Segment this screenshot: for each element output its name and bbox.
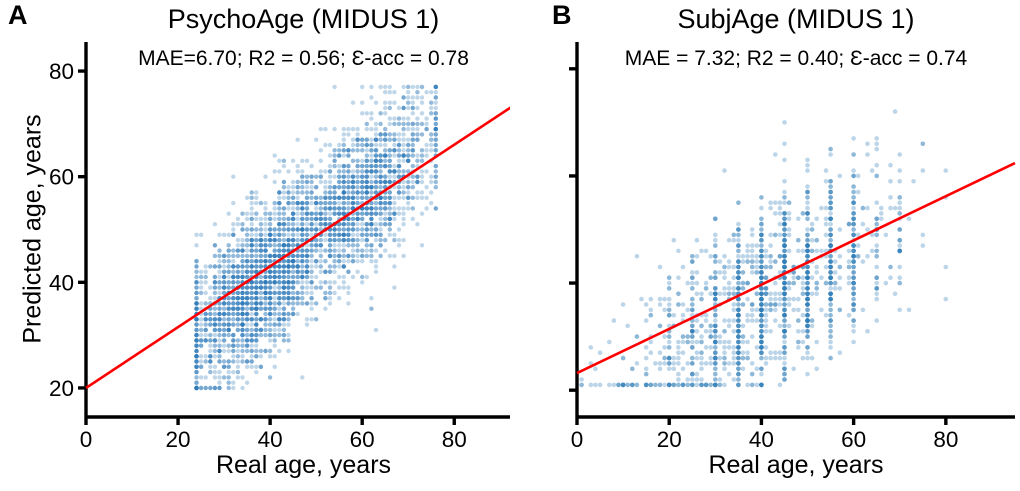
x-tick-label: 0 bbox=[571, 427, 584, 452]
panel-a-scatter-chart: 0 20 40 60 80 20 40 60 80 bbox=[49, 42, 510, 452]
y-tick-label: 40 bbox=[49, 270, 74, 295]
scatter-points bbox=[579, 109, 949, 388]
panel-a: A PsychoAge (MIDUS 1) MAE=6.70; R2 = 0.5… bbox=[8, 0, 510, 479]
regression-line bbox=[85, 106, 510, 390]
panel-b-title: SubjAge (MIDUS 1) bbox=[677, 4, 915, 34]
panel-b-stats-line: MAE = 7.32; R2 = 0.40; Ɛ-acc = 0.74 bbox=[624, 47, 968, 70]
y-tick-label: 80 bbox=[49, 59, 74, 84]
panel-b-scatter-chart: 0 20 40 60 80 bbox=[569, 42, 1016, 452]
y-tick-label: 60 bbox=[49, 165, 74, 190]
x-tick-label: 20 bbox=[166, 427, 191, 452]
x-tick-label: 80 bbox=[933, 427, 958, 452]
x-tick-label: 20 bbox=[657, 427, 682, 452]
axes bbox=[569, 42, 1015, 425]
panel-a-y-axis-title: Predicted age, years bbox=[18, 114, 47, 344]
x-tick-label: 60 bbox=[350, 427, 375, 452]
x-tick-label: 0 bbox=[80, 427, 93, 452]
panel-b: B SubjAge (MIDUS 1) MAE = 7.32; R2 = 0.4… bbox=[510, 0, 1020, 491]
axes bbox=[78, 42, 510, 425]
panel-b-corner-label: B bbox=[552, 0, 572, 30]
panel-a-title: PsychoAge (MIDUS 1) bbox=[167, 4, 440, 34]
x-tick-label: 40 bbox=[258, 427, 283, 452]
x-tick-label: 60 bbox=[841, 427, 866, 452]
y-tick-label: 20 bbox=[49, 376, 74, 401]
panel-a-stats-line: MAE=6.70; R2 = 0.56; Ɛ-acc = 0.78 bbox=[138, 47, 469, 70]
panel-a-corner-label: A bbox=[8, 0, 28, 30]
x-tick-label: 80 bbox=[442, 427, 467, 452]
regression-line bbox=[576, 161, 1016, 375]
panel-b-x-axis-title: Real age, years bbox=[708, 451, 884, 479]
panel-a-x-axis-title: Real age, years bbox=[215, 451, 392, 479]
x-tick-label: 40 bbox=[749, 427, 774, 452]
